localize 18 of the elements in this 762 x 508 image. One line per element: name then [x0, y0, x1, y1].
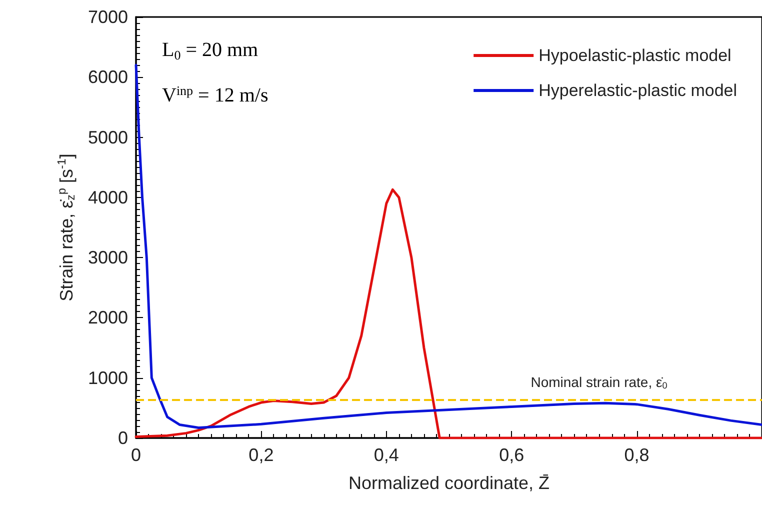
x-tick-label: 0,2 — [248, 445, 274, 465]
x-axis-title: Normalized coordinate, Z̄ — [348, 473, 550, 493]
y-tick-label: 7000 — [88, 7, 128, 27]
y-tick-label: 6000 — [88, 67, 128, 88]
y-tick-label: 5000 — [88, 127, 128, 148]
y-tick-label: 0 — [118, 428, 128, 448]
legend-label: Hypoelastic-plastic model — [538, 46, 732, 65]
y-tick-label: 3000 — [88, 248, 128, 268]
x-tick-label: 0,4 — [374, 445, 399, 465]
y-tick-label: 1000 — [88, 368, 128, 388]
x-tick-label: 0 — [130, 445, 142, 465]
legend-label: Hyperelastic-plastic model — [538, 81, 737, 100]
x-tick-label: 0,8 — [624, 445, 650, 465]
line-series — [134, 64, 762, 430]
y-tick-label: 2000 — [88, 308, 128, 328]
x-tick-label: 0,6 — [499, 445, 524, 465]
y-tick-label: 4000 — [88, 187, 128, 208]
y-axis-title: Strain rate, ε̇zp [s-1] — [56, 154, 78, 302]
